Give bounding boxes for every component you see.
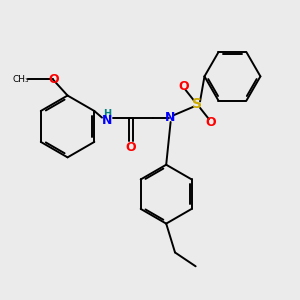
Text: O: O — [125, 141, 136, 154]
Text: CH₃: CH₃ — [12, 75, 29, 84]
Text: H: H — [103, 109, 111, 119]
Text: N: N — [164, 110, 175, 124]
Text: O: O — [205, 116, 216, 128]
Text: N: N — [102, 114, 112, 127]
Text: S: S — [192, 98, 202, 111]
Text: O: O — [178, 80, 189, 93]
Text: O: O — [49, 73, 59, 86]
